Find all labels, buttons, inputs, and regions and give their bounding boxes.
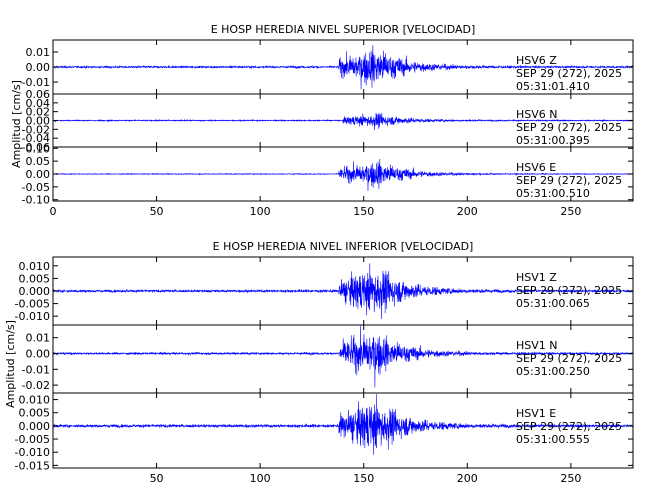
- x-tick-label: 100: [250, 205, 271, 218]
- trace-hsv1-n: [53, 325, 633, 388]
- date-label: SEP 29 (272), 2025: [516, 352, 622, 365]
- time-label: 05:31:00.065: [516, 297, 590, 310]
- y-tick-label: 0.01: [26, 46, 51, 59]
- x-tick-label: 250: [560, 205, 581, 218]
- panel-hsv6-n: 0.060.040.020.00-0.02-0.04-0.06 HSV6 NSEP…: [22, 88, 634, 154]
- y-tick-label: -0.05: [22, 181, 50, 194]
- y-tick-label: 0.00: [26, 347, 51, 360]
- y-tick-label: 0.010: [19, 260, 51, 273]
- station-component-label: HSV6 E: [516, 161, 556, 174]
- panel-frame: [52, 392, 634, 469]
- y-tick-label: 0.01: [26, 332, 51, 345]
- y-tick-label: -0.04: [22, 132, 50, 145]
- y-tick-label: 0.10: [26, 142, 51, 155]
- y-tick-label: 0.04: [26, 97, 51, 110]
- y-tick-label: 0.00: [26, 61, 51, 74]
- y-tick-label: -0.005: [15, 298, 50, 311]
- y-tick-label: 0.000: [19, 420, 51, 433]
- y-tick-label: 0.005: [19, 407, 51, 420]
- x-tick-label: 0: [50, 205, 57, 218]
- y-tick-label: 0.02: [26, 106, 51, 119]
- station-component-label: HSV1 E: [516, 407, 556, 420]
- y-tick-label: -0.06: [22, 141, 50, 154]
- trace-hsv1-e: [53, 393, 633, 455]
- y-tick-label: 0.000: [19, 285, 51, 298]
- x-tick-label: 50: [150, 205, 164, 218]
- trace-hsv6-n: [53, 112, 633, 131]
- y-tick-label: -0.01: [22, 76, 50, 89]
- trace-hsv1-z: [53, 263, 633, 320]
- trace-hsv6-z: [53, 45, 633, 90]
- x-tick-label: 150: [353, 472, 374, 485]
- date-label: SEP 29 (272), 2025: [516, 420, 622, 433]
- y-tick-label: 0.005: [19, 272, 51, 285]
- time-label: 05:31:00.395: [516, 134, 590, 147]
- date-label: SEP 29 (272), 2025: [516, 284, 622, 297]
- y-tick-label: -0.02: [22, 123, 50, 136]
- y-tick-label: -0.01: [22, 363, 50, 376]
- time-label: 05:31:01.410: [516, 80, 590, 93]
- date-label: SEP 29 (272), 2025: [516, 67, 622, 80]
- station-component-label: HSV1 Z: [516, 271, 557, 284]
- y-tick-label: -0.10: [22, 194, 50, 207]
- station-component-label: HSV6 Z: [516, 54, 557, 67]
- time-label: 05:31:00.250: [516, 365, 590, 378]
- x-tick-label: 50: [150, 472, 164, 485]
- time-label: 05:31:00.510: [516, 187, 590, 200]
- y-tick-label: -0.010: [15, 446, 50, 459]
- y-axis-label-inferior: Amplitud [cm/s]: [4, 320, 17, 408]
- station-component-label: HSV6 N: [516, 108, 558, 121]
- x-tick-label: 150: [353, 205, 374, 218]
- y-tick-label: 0.06: [26, 88, 51, 101]
- time-label: 05:31:00.555: [516, 433, 590, 446]
- station-component-label: HSV1 N: [516, 339, 558, 352]
- y-axis-label-superior: Amplitud [cm/s]: [10, 80, 23, 168]
- y-tick-label: -0.02: [22, 379, 50, 392]
- x-tick-label: 100: [250, 472, 271, 485]
- y-tick-label: 0.00: [26, 168, 51, 181]
- y-tick-label: 0.010: [19, 394, 51, 407]
- y-tick-label: 0.05: [26, 155, 51, 168]
- chart-title-superior: E HOSP HEREDIA NIVEL SUPERIOR [VELOCIDAD…: [211, 23, 476, 36]
- date-label: SEP 29 (272), 2025: [516, 174, 622, 187]
- x-tick-label: 200: [457, 205, 478, 218]
- x-tick-label: 250: [560, 472, 581, 485]
- y-tick-label: -0.005: [15, 433, 50, 446]
- trace-hsv6-e: [53, 159, 633, 191]
- y-tick-label: -0.010: [15, 310, 50, 323]
- date-label: SEP 29 (272), 2025: [516, 121, 622, 134]
- y-tick-label: 0.00: [26, 115, 51, 128]
- x-tick-label: 200: [457, 472, 478, 485]
- y-tick-label: -0.015: [15, 459, 50, 472]
- chart-title-inferior: E HOSP HEREDIA NIVEL INFERIOR [VELOCIDAD…: [213, 240, 474, 253]
